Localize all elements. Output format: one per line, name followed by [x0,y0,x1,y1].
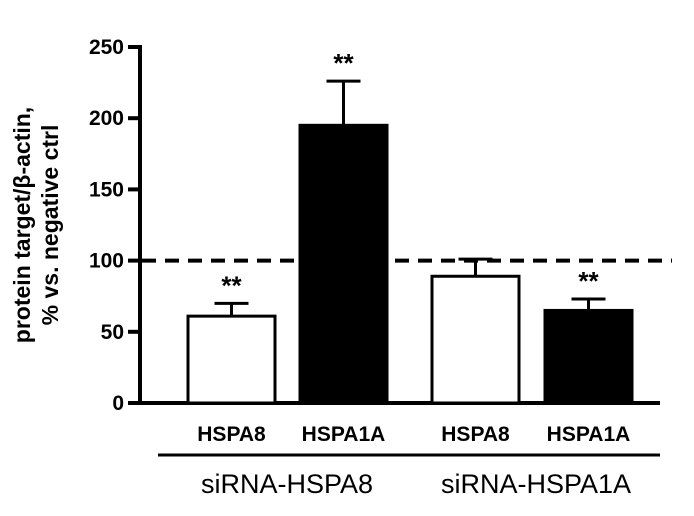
y-tick-label: 100 [89,250,124,273]
bar-hspa8-sirna-hspa8 [186,314,277,405]
y-axis-label-line-1: protein target/β-actin, [9,107,35,343]
y-axis-label-line-2: % vs. negative ctrl [37,125,63,326]
category-label: HSPA1A [547,423,631,446]
y-tick-label: 0 [112,392,124,415]
plot-area: 0 50 100 150 200 250 ** HSPA8 ** HSPA1A HSPA8 ** HSP… [89,36,672,499]
y-tick-label: 150 [89,178,124,201]
significance-mark: ** [578,266,599,296]
y-tick-label: 50 [101,321,124,344]
group-label: siRNA-HSPA1A [441,469,631,499]
y-tick-label: 250 [89,36,124,59]
bar-hspa8-sirna-hspa1a [430,274,521,405]
category-label: HSPA1A [302,423,386,446]
y-tick-label: 200 [89,107,124,130]
category-label: HSPA8 [197,423,266,446]
category-label: HSPA8 [441,423,510,446]
bar-hspa1a-sirna-hspa1a [543,308,634,405]
significance-mark: ** [221,270,242,300]
bar-hspa1a-sirna-hspa8 [298,123,389,405]
significance-mark: ** [333,48,354,78]
group-label: siRNA-HSPA8 [201,469,373,499]
